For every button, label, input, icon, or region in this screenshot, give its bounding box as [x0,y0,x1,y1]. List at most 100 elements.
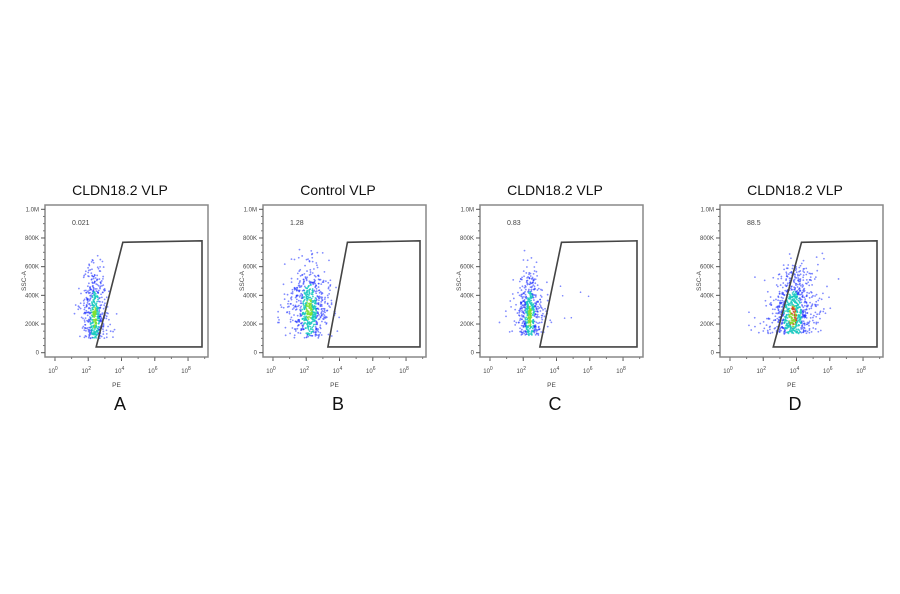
event-dot [779,299,782,302]
event-dot [771,321,774,324]
event-dot [546,325,549,328]
event-dot [309,284,312,286]
plot-frame [262,204,427,358]
event-dot [538,328,540,331]
event-dot [92,311,95,314]
event-dot [96,319,99,322]
event-dot [521,333,524,336]
event-dot [295,321,298,323]
event-dot [317,335,320,338]
event-dot [538,316,540,318]
event-dot [800,331,803,334]
event-dot [805,332,808,335]
event-dot [99,286,101,289]
scatter-plot-a: 0 200K 400K 600K 800K 1.0M 100 102 104 106 108 PE SS… [21,204,209,389]
event-dot [315,312,318,315]
event-dot [537,287,540,290]
event-dot [289,297,292,299]
event-dot [330,303,333,306]
event-dot [98,278,101,280]
event-dot [527,316,530,319]
event-dot [515,321,518,324]
event-dot [527,304,530,307]
event-dot [314,314,317,317]
event-dot [306,299,308,302]
event-dot [532,303,534,306]
y-tick-label: 600K [243,265,257,271]
event-dot [293,314,295,316]
event-dot [105,315,108,318]
event-dot [329,279,332,282]
event-dot [89,337,92,339]
event-dot [88,302,91,305]
event-dot [97,292,100,294]
event-dot [312,323,315,326]
event-dot [527,288,530,291]
event-dot [529,314,532,316]
event-dot [97,289,100,292]
event-dot [312,325,315,328]
event-dot [317,278,320,281]
event-dot [306,289,309,292]
event-dot [103,298,106,301]
event-dot [811,284,814,286]
event-dot [795,301,798,304]
event-dot [323,314,326,316]
event-dot [781,286,784,289]
event-dot [798,274,801,277]
event-dot [286,311,288,314]
event-dot [303,315,306,318]
event-dot [776,285,779,288]
event-dot [91,321,94,323]
event-dot [534,295,537,298]
event-dot [296,278,299,280]
event-dot [86,285,89,288]
event-dot [300,284,303,287]
event-dot [95,309,98,312]
event-dot [87,269,90,272]
event-dot [791,312,793,315]
event-dot [87,300,89,303]
event-dot [791,303,794,306]
event-dot [818,297,821,300]
x-tick-label: 108 [399,366,409,375]
event-dot [814,295,816,297]
event-dot [781,299,784,302]
event-dot [799,317,802,320]
event-dot [85,291,88,294]
scatter-plot-b: 0 200K 400K 600K 800K 1.0M 100 102 104 106 108 PE SS… [239,204,427,389]
event-dot [329,306,331,309]
event-dot [115,312,118,315]
event-dot [311,288,314,290]
event-dot [308,306,311,309]
plot-frame [719,204,884,358]
event-dot [549,319,552,322]
event-dot [93,304,95,307]
event-dot [325,316,328,319]
event-dot [524,290,526,293]
event-dot [782,313,785,316]
event-dot [96,315,99,318]
event-dot [314,307,317,309]
event-dot [522,311,525,314]
event-dot [533,329,535,332]
event-dot [791,332,793,334]
event-dot [287,300,290,303]
event-dot [84,311,86,314]
event-dot [283,293,286,296]
event-dot [319,331,322,334]
event-dot [316,251,319,254]
event-dot [294,330,297,332]
event-dot [534,312,537,315]
event-dot [308,303,311,306]
event-dot [520,305,523,308]
event-dot [336,330,339,333]
event-dot [525,333,528,336]
event-dot [546,293,549,296]
event-dot [807,322,810,325]
event-dot [107,318,110,321]
event-dot [819,317,821,320]
event-dot [810,307,813,310]
event-dot [304,264,306,267]
event-dot [93,314,95,317]
